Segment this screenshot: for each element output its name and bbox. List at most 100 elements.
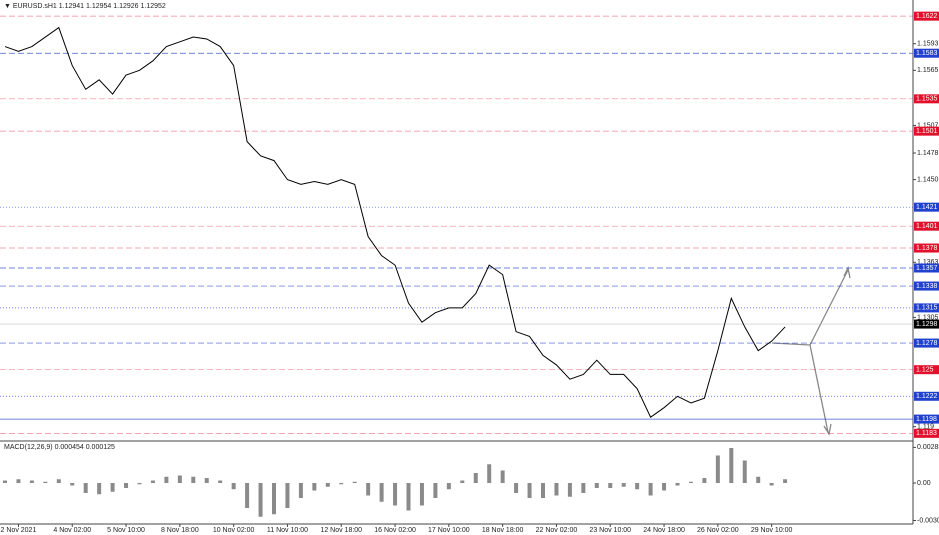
level-label: 1.1535: [916, 96, 938, 103]
y-tick-label: 0.00285: [917, 444, 939, 451]
macd-bar: [648, 483, 653, 496]
macd-bar: [662, 483, 667, 491]
level-box: [914, 202, 939, 212]
macd-bar: [581, 483, 586, 493]
level-label: 1.1501: [916, 128, 938, 135]
x-tick-label: 4 Nov 02:00: [53, 527, 91, 534]
level-box: [914, 11, 939, 21]
macd-bar: [137, 483, 142, 485]
macd-bar: [621, 483, 626, 487]
macd-bar: [164, 476, 169, 483]
level-label: 1.1401: [916, 223, 938, 230]
macd-bar: [272, 483, 276, 515]
level-box: [914, 94, 939, 104]
macd-bar: [56, 479, 61, 483]
macd-bar: [245, 483, 250, 508]
macd-bar: [150, 480, 155, 483]
level-label: 1.1278: [916, 340, 938, 347]
macd-bar: [124, 483, 129, 488]
macd-bar: [419, 483, 424, 506]
macd-bar: [769, 483, 774, 486]
macd-bar: [285, 483, 290, 508]
y-tick-label: 1.1450: [917, 176, 939, 183]
level-label: 1.125: [916, 367, 934, 374]
level-label: 1.1183: [916, 430, 937, 437]
macd-bar: [608, 483, 613, 488]
x-tick-label: 22 Nov 02:00: [536, 527, 578, 534]
level-box: [914, 243, 939, 253]
macd-bar: [204, 478, 209, 483]
macd-bar: [16, 479, 21, 483]
macd-bar: [783, 479, 788, 483]
macd-bar: [527, 483, 532, 498]
macd-bar: [325, 483, 330, 487]
y-tick-label: 1.1565: [917, 67, 939, 74]
macd-bar: [729, 448, 734, 483]
macd-bar: [594, 483, 599, 488]
level-label: 1.1198: [916, 416, 937, 423]
macd-bar: [231, 483, 236, 490]
macd-bar: [393, 483, 398, 506]
x-tick-label: 10 Nov 02:00: [213, 527, 255, 534]
level-box: [914, 428, 939, 438]
y-tick-label: 1.1363: [917, 259, 939, 266]
level-box: [914, 263, 939, 273]
macd-bar: [352, 481, 357, 483]
macd-bar: [97, 483, 102, 495]
x-tick-label: 16 Nov 02:00: [374, 527, 416, 534]
x-tick-label: 2 Nov 2021: [1, 527, 37, 534]
x-tick-label: 18 Nov 18:00: [482, 527, 524, 534]
macd-bar: [366, 483, 371, 496]
level-label: 1.1338: [916, 283, 938, 290]
macd-bar: [460, 480, 465, 483]
level-box: [914, 391, 939, 401]
macd-bar: [70, 483, 75, 486]
level-label: 1.1357: [916, 265, 938, 272]
macd-bar: [514, 483, 519, 493]
macd-bar: [339, 483, 344, 485]
macd-bar: [258, 483, 263, 517]
level-box: [914, 303, 939, 313]
y-tick-label: 1.1478: [917, 150, 939, 157]
level-box: [914, 414, 939, 424]
level-label: 1.1315: [916, 305, 938, 312]
price-line: [4, 26, 786, 418]
x-tick-label: 29 Nov 10:00: [751, 527, 793, 534]
macd-bar: [702, 478, 707, 483]
macd-bar: [379, 483, 384, 502]
macd-bar: [3, 480, 7, 483]
macd-bar: [742, 460, 747, 483]
macd-bar: [406, 483, 411, 511]
macd-bar: [675, 483, 680, 486]
macd-bar: [446, 483, 451, 490]
macd-bar: [688, 481, 693, 483]
x-tick-label: 8 Nov 18:00: [161, 527, 199, 534]
macd-title: MACD(12,26,9) 0.000454 0.000125: [4, 444, 115, 451]
x-tick-label: 23 Nov 10:00: [589, 527, 631, 534]
x-tick-label: 11 Nov 10:00: [267, 527, 308, 534]
macd-bar: [312, 483, 317, 491]
macd-bar: [29, 480, 34, 483]
x-tick-label: 12 Nov 18:00: [320, 527, 362, 534]
macd-bar: [43, 481, 48, 483]
macd-bar: [756, 476, 761, 483]
macd-bar: [554, 483, 559, 496]
level-box: [914, 319, 939, 329]
y-tick-label: 1.1305: [917, 314, 939, 321]
y-tick-label: 1.119: [917, 424, 934, 431]
macd-bar: [191, 476, 196, 483]
level-label: 1.1298: [916, 321, 938, 328]
y-tick-label: 1.1593: [917, 41, 939, 48]
level-box: [914, 365, 939, 375]
level-label: 1.1421: [916, 204, 938, 211]
x-tick-label: 24 Nov 18:00: [643, 527, 685, 534]
macd-bar: [218, 480, 223, 483]
level-label: 1.1378: [916, 245, 938, 252]
macd-bar: [83, 483, 88, 493]
y-tick-label: 0.00: [917, 480, 931, 487]
macd-bar: [473, 473, 478, 483]
macd-bar: [635, 483, 640, 490]
macd-bar: [110, 483, 115, 492]
